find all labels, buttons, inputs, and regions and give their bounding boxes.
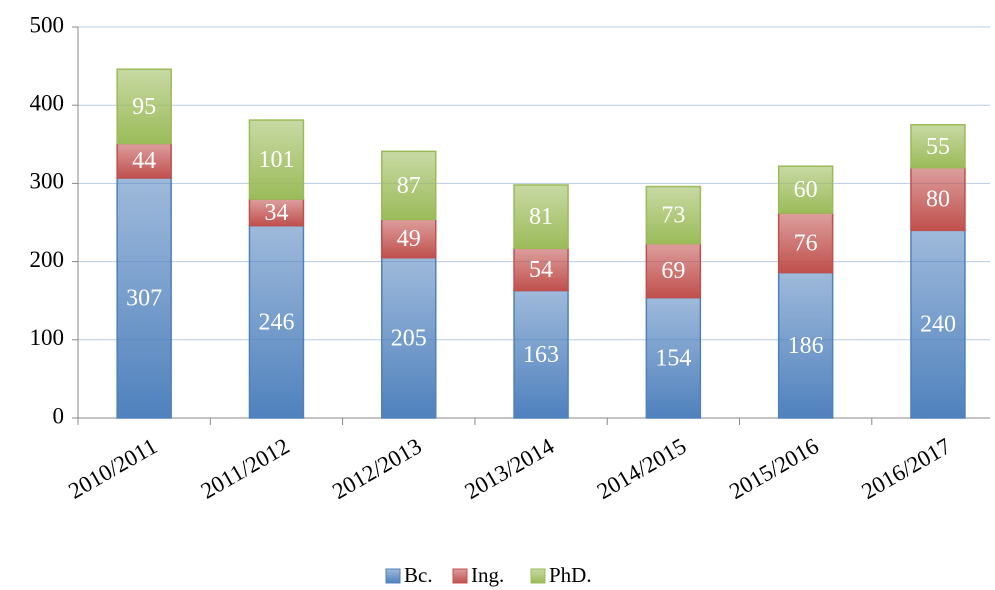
data-label: 81 bbox=[529, 204, 553, 230]
legend-swatch bbox=[452, 568, 468, 584]
legend-label: PhD. bbox=[549, 563, 592, 587]
bar-segment bbox=[645, 242, 702, 299]
bar-segment bbox=[248, 119, 305, 200]
data-label: 240 bbox=[920, 312, 956, 338]
bar-segment bbox=[248, 198, 305, 227]
bar-segment bbox=[513, 247, 569, 292]
data-label: 205 bbox=[391, 325, 427, 351]
bar-segment bbox=[645, 296, 702, 419]
x-tick-label: 2011/2012 bbox=[197, 433, 294, 503]
x-tick-label: 2016/2017 bbox=[857, 433, 955, 504]
data-label: 101 bbox=[258, 147, 294, 173]
bar-segment bbox=[910, 229, 966, 419]
bar-segment bbox=[910, 167, 966, 232]
bar-segment bbox=[116, 68, 172, 145]
data-label: 54 bbox=[529, 257, 553, 283]
x-tick-label: 2012/2013 bbox=[328, 433, 426, 504]
y-tick-label: 400 bbox=[30, 90, 65, 115]
data-label: 49 bbox=[397, 226, 421, 252]
legend-label: Bc. bbox=[404, 563, 433, 587]
data-label: 80 bbox=[926, 187, 950, 213]
legend-swatch bbox=[385, 568, 401, 584]
data-label: 307 bbox=[126, 285, 162, 311]
data-label: 163 bbox=[523, 342, 559, 368]
y-tick-label: 200 bbox=[30, 247, 65, 272]
data-label: 55 bbox=[926, 134, 950, 160]
y-tick-label: 300 bbox=[30, 169, 65, 194]
data-label: 44 bbox=[132, 148, 156, 174]
data-label: 73 bbox=[661, 203, 685, 229]
bar-segment bbox=[381, 256, 437, 419]
data-label: 60 bbox=[794, 177, 818, 203]
y-tick-label: 0 bbox=[53, 403, 65, 428]
bar-segment bbox=[116, 177, 172, 419]
x-tick-label: 2015/2016 bbox=[725, 433, 823, 504]
data-label: 76 bbox=[794, 230, 818, 256]
data-label: 69 bbox=[661, 258, 685, 284]
data-label: 34 bbox=[264, 200, 288, 226]
data-label: 154 bbox=[655, 345, 691, 371]
bar-segment bbox=[645, 185, 702, 245]
y-tick-label: 500 bbox=[30, 12, 65, 37]
bar-segment bbox=[910, 124, 966, 169]
bar-segment bbox=[381, 218, 437, 259]
bar-segment bbox=[777, 165, 834, 214]
y-tick-label: 100 bbox=[30, 325, 65, 350]
bar-segment bbox=[513, 184, 569, 250]
bar-segment bbox=[381, 150, 437, 221]
bar-segment bbox=[777, 212, 834, 274]
legend-swatch bbox=[530, 568, 546, 584]
legend-label: Ing. bbox=[471, 563, 504, 587]
bar-segment bbox=[513, 289, 569, 419]
x-tick-label: 2014/2015 bbox=[593, 433, 691, 504]
data-label: 95 bbox=[132, 94, 156, 120]
data-label: 87 bbox=[397, 173, 421, 199]
x-tick-label: 2010/2011 bbox=[64, 433, 161, 503]
data-label: 186 bbox=[788, 333, 824, 359]
bar-segment bbox=[248, 224, 305, 419]
data-label: 246 bbox=[258, 309, 294, 335]
bar-segment bbox=[116, 142, 172, 179]
x-tick-label: 2013/2014 bbox=[460, 433, 558, 504]
